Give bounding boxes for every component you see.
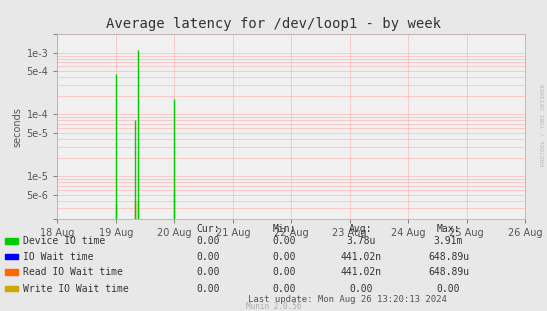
Text: Min:: Min:: [273, 224, 296, 234]
Text: 0.00: 0.00: [273, 252, 296, 262]
Text: 648.89u: 648.89u: [428, 252, 469, 262]
Text: Max:: Max:: [437, 224, 460, 234]
Text: 0.00: 0.00: [196, 284, 219, 294]
Text: 0.00: 0.00: [350, 284, 373, 294]
Text: 0.00: 0.00: [273, 236, 296, 246]
Text: Cur:: Cur:: [196, 224, 219, 234]
Text: 441.02n: 441.02n: [340, 252, 382, 262]
Text: Read IO Wait time: Read IO Wait time: [23, 267, 123, 277]
Text: 0.00: 0.00: [196, 267, 219, 277]
Text: IO Wait time: IO Wait time: [23, 252, 94, 262]
Text: 0.00: 0.00: [273, 267, 296, 277]
Text: Device IO time: Device IO time: [23, 236, 105, 246]
Text: 441.02n: 441.02n: [340, 267, 382, 277]
Text: Munin 2.0.56: Munin 2.0.56: [246, 302, 301, 311]
Text: Last update: Mon Aug 26 13:20:13 2024: Last update: Mon Aug 26 13:20:13 2024: [248, 295, 447, 304]
Text: 648.89u: 648.89u: [428, 267, 469, 277]
Text: 3.78u: 3.78u: [346, 236, 376, 246]
Text: 0.00: 0.00: [196, 236, 219, 246]
Y-axis label: seconds: seconds: [12, 107, 22, 147]
Text: Avg:: Avg:: [350, 224, 373, 234]
Text: 0.00: 0.00: [196, 252, 219, 262]
Text: RRDTOOL / TOBI OETIKER: RRDTOOL / TOBI OETIKER: [541, 83, 546, 166]
Text: Average latency for /dev/loop1 - by week: Average latency for /dev/loop1 - by week: [106, 17, 441, 31]
Text: 0.00: 0.00: [437, 284, 460, 294]
Text: 3.91m: 3.91m: [434, 236, 463, 246]
Text: Write IO Wait time: Write IO Wait time: [23, 284, 129, 294]
Text: 0.00: 0.00: [273, 284, 296, 294]
